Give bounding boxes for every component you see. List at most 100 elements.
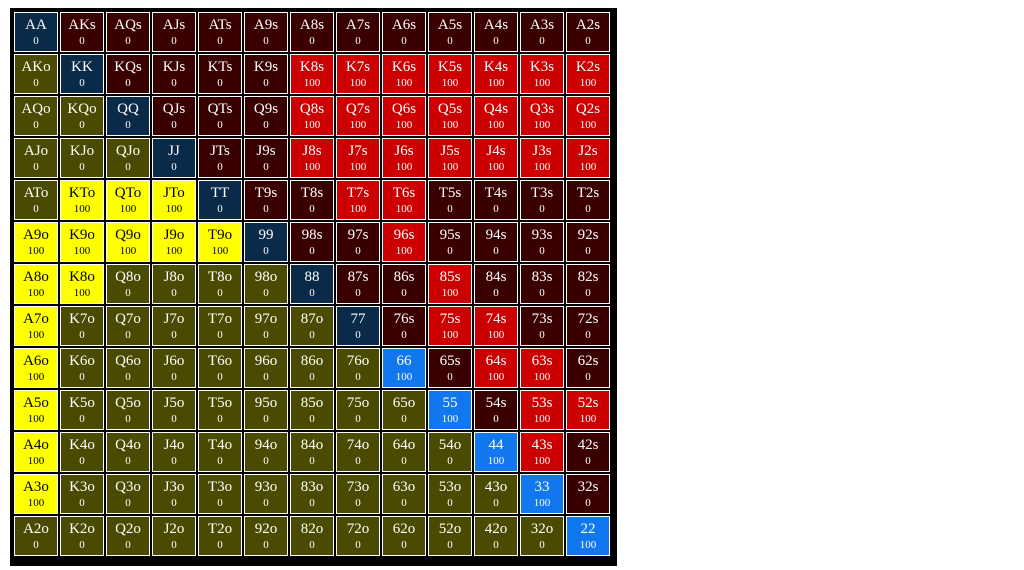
hand-cell-54s[interactable]: 54s 0 — [474, 390, 518, 430]
hand-cell-J9s[interactable]: J9s 0 — [244, 138, 288, 178]
hand-cell-T9s[interactable]: T9s 0 — [244, 180, 288, 220]
hand-cell-A9s[interactable]: A9s 0 — [244, 12, 288, 52]
hand-cell-J4o[interactable]: J4o 0 — [152, 432, 196, 472]
hand-cell-52o[interactable]: 52o 0 — [428, 516, 472, 556]
hand-cell-82o[interactable]: 82o 0 — [290, 516, 334, 556]
hand-cell-32o[interactable]: 32o 0 — [520, 516, 564, 556]
hand-cell-A4s[interactable]: A4s 0 — [474, 12, 518, 52]
hand-cell-65o[interactable]: 65o 0 — [382, 390, 426, 430]
hand-cell-Q4o[interactable]: Q4o 0 — [106, 432, 150, 472]
hand-cell-A2o[interactable]: A2o 0 — [14, 516, 58, 556]
hand-cell-85o[interactable]: 85o 0 — [290, 390, 334, 430]
hand-cell-KK[interactable]: KK 0 — [60, 54, 104, 94]
hand-cell-JTs[interactable]: JTs 0 — [198, 138, 242, 178]
hand-cell-A6o[interactable]: A6o 100 — [14, 348, 58, 388]
hand-cell-95s[interactable]: 95s 0 — [428, 222, 472, 262]
hand-cell-32s[interactable]: 32s 0 — [566, 474, 610, 514]
hand-cell-75s[interactable]: 75s 100 — [428, 306, 472, 346]
hand-cell-J6s[interactable]: J6s 100 — [382, 138, 426, 178]
hand-cell-T6o[interactable]: T6o 0 — [198, 348, 242, 388]
hand-cell-Q4s[interactable]: Q4s 100 — [474, 96, 518, 136]
hand-cell-93s[interactable]: 93s 0 — [520, 222, 564, 262]
hand-cell-K2o[interactable]: K2o 0 — [60, 516, 104, 556]
hand-cell-K5s[interactable]: K5s 100 — [428, 54, 472, 94]
hand-cell-ATs[interactable]: ATs 0 — [198, 12, 242, 52]
hand-cell-K3o[interactable]: K3o 0 — [60, 474, 104, 514]
hand-cell-K3s[interactable]: K3s 100 — [520, 54, 564, 94]
hand-cell-74s[interactable]: 74s 100 — [474, 306, 518, 346]
hand-cell-A5s[interactable]: A5s 0 — [428, 12, 472, 52]
hand-cell-Q5o[interactable]: Q5o 0 — [106, 390, 150, 430]
hand-cell-95o[interactable]: 95o 0 — [244, 390, 288, 430]
hand-cell-T3o[interactable]: T3o 0 — [198, 474, 242, 514]
hand-cell-J2o[interactable]: J2o 0 — [152, 516, 196, 556]
hand-cell-K7s[interactable]: K7s 100 — [336, 54, 380, 94]
hand-cell-K2s[interactable]: K2s 100 — [566, 54, 610, 94]
hand-cell-J4s[interactable]: J4s 100 — [474, 138, 518, 178]
hand-cell-T2o[interactable]: T2o 0 — [198, 516, 242, 556]
hand-cell-KJo[interactable]: KJo 0 — [60, 138, 104, 178]
hand-cell-Q8o[interactable]: Q8o 0 — [106, 264, 150, 304]
hand-cell-92s[interactable]: 92s 0 — [566, 222, 610, 262]
hand-cell-Q3o[interactable]: Q3o 0 — [106, 474, 150, 514]
hand-cell-J3o[interactable]: J3o 0 — [152, 474, 196, 514]
hand-cell-22[interactable]: 22 100 — [566, 516, 610, 556]
hand-cell-73o[interactable]: 73o 0 — [336, 474, 380, 514]
hand-cell-A6s[interactable]: A6s 0 — [382, 12, 426, 52]
hand-cell-K4o[interactable]: K4o 0 — [60, 432, 104, 472]
hand-cell-75o[interactable]: 75o 0 — [336, 390, 380, 430]
hand-cell-QQ[interactable]: QQ 0 — [106, 96, 150, 136]
hand-cell-74o[interactable]: 74o 0 — [336, 432, 380, 472]
hand-cell-Q5s[interactable]: Q5s 100 — [428, 96, 472, 136]
hand-cell-J7o[interactable]: J7o 0 — [152, 306, 196, 346]
hand-cell-T4o[interactable]: T4o 0 — [198, 432, 242, 472]
hand-cell-J5o[interactable]: J5o 0 — [152, 390, 196, 430]
hand-cell-33[interactable]: 33 100 — [520, 474, 564, 514]
hand-cell-T5o[interactable]: T5o 0 — [198, 390, 242, 430]
hand-cell-52s[interactable]: 52s 100 — [566, 390, 610, 430]
hand-cell-64o[interactable]: 64o 0 — [382, 432, 426, 472]
hand-cell-A4o[interactable]: A4o 100 — [14, 432, 58, 472]
hand-cell-K8s[interactable]: K8s 100 — [290, 54, 334, 94]
hand-cell-T2s[interactable]: T2s 0 — [566, 180, 610, 220]
hand-cell-K7o[interactable]: K7o 0 — [60, 306, 104, 346]
hand-cell-84o[interactable]: 84o 0 — [290, 432, 334, 472]
hand-cell-J2s[interactable]: J2s 100 — [566, 138, 610, 178]
hand-cell-83o[interactable]: 83o 0 — [290, 474, 334, 514]
hand-cell-KQo[interactable]: KQo 0 — [60, 96, 104, 136]
hand-cell-94s[interactable]: 94s 0 — [474, 222, 518, 262]
hand-cell-K6s[interactable]: K6s 100 — [382, 54, 426, 94]
hand-cell-Q9o[interactable]: Q9o 100 — [106, 222, 150, 262]
hand-cell-J5s[interactable]: J5s 100 — [428, 138, 472, 178]
hand-cell-64s[interactable]: 64s 100 — [474, 348, 518, 388]
hand-cell-63s[interactable]: 63s 100 — [520, 348, 564, 388]
hand-cell-QTs[interactable]: QTs 0 — [198, 96, 242, 136]
hand-cell-82s[interactable]: 82s 0 — [566, 264, 610, 304]
hand-cell-Q8s[interactable]: Q8s 100 — [290, 96, 334, 136]
hand-cell-62o[interactable]: 62o 0 — [382, 516, 426, 556]
hand-cell-Q7s[interactable]: Q7s 100 — [336, 96, 380, 136]
hand-cell-A3s[interactable]: A3s 0 — [520, 12, 564, 52]
hand-cell-AKo[interactable]: AKo 0 — [14, 54, 58, 94]
hand-cell-86s[interactable]: 86s 0 — [382, 264, 426, 304]
hand-cell-62s[interactable]: 62s 0 — [566, 348, 610, 388]
hand-cell-J8s[interactable]: J8s 100 — [290, 138, 334, 178]
hand-cell-AQs[interactable]: AQs 0 — [106, 12, 150, 52]
hand-cell-72s[interactable]: 72s 0 — [566, 306, 610, 346]
hand-cell-JJ[interactable]: JJ 0 — [152, 138, 196, 178]
hand-cell-83s[interactable]: 83s 0 — [520, 264, 564, 304]
hand-cell-J6o[interactable]: J6o 0 — [152, 348, 196, 388]
hand-cell-94o[interactable]: 94o 0 — [244, 432, 288, 472]
hand-cell-76s[interactable]: 76s 0 — [382, 306, 426, 346]
hand-cell-T6s[interactable]: T6s 100 — [382, 180, 426, 220]
hand-cell-55[interactable]: 55 100 — [428, 390, 472, 430]
hand-cell-AA[interactable]: AA 0 — [14, 12, 58, 52]
hand-cell-AKs[interactable]: AKs 0 — [60, 12, 104, 52]
hand-cell-T7o[interactable]: T7o 0 — [198, 306, 242, 346]
hand-cell-86o[interactable]: 86o 0 — [290, 348, 334, 388]
hand-cell-QJs[interactable]: QJs 0 — [152, 96, 196, 136]
hand-cell-KTs[interactable]: KTs 0 — [198, 54, 242, 94]
hand-cell-73s[interactable]: 73s 0 — [520, 306, 564, 346]
hand-cell-87o[interactable]: 87o 0 — [290, 306, 334, 346]
hand-cell-Q3s[interactable]: Q3s 100 — [520, 96, 564, 136]
